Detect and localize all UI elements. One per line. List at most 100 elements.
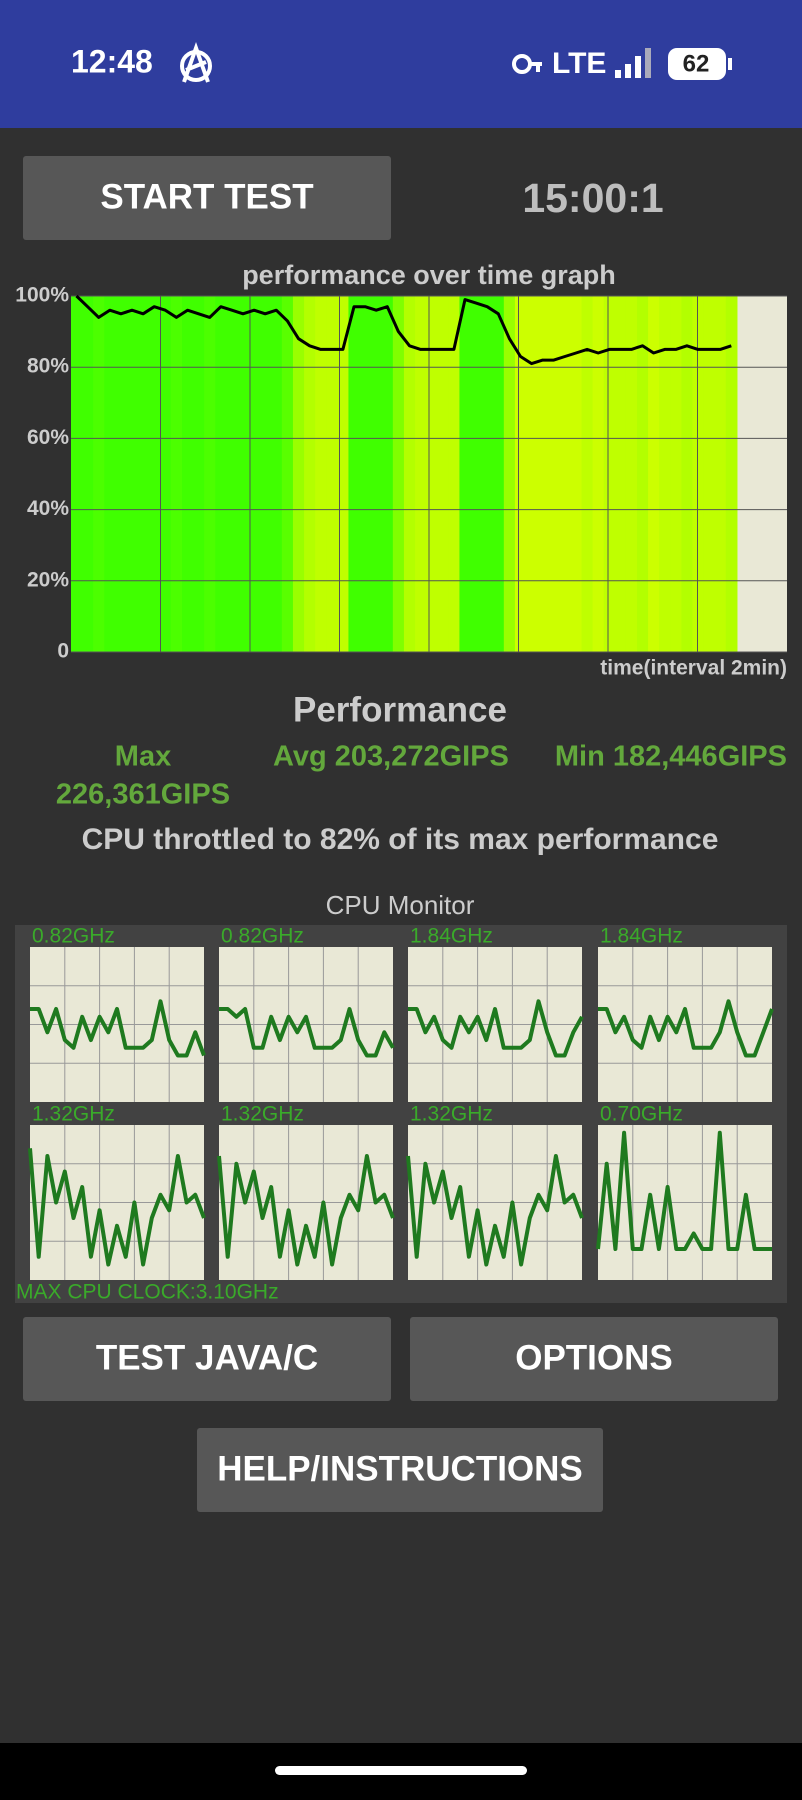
y-tick-label: 100% — [15, 284, 69, 307]
x-axis-label: time(interval 2min) — [600, 657, 787, 680]
signal-icon — [615, 48, 651, 78]
performance-strip — [104, 296, 116, 652]
performance-strip — [82, 296, 94, 652]
min-value: Min 182,446GIPS — [555, 741, 787, 773]
timer: 15:00:1 — [522, 175, 663, 221]
performance-strip — [281, 296, 294, 652]
help-label: HELP/INSTRUCTIONS — [217, 1449, 583, 1488]
performance-strip — [359, 296, 372, 652]
core-usage-line — [28, 1148, 206, 1267]
performance-strip — [403, 296, 416, 652]
performance-strip — [636, 296, 649, 652]
core-graphs: 0.82GHz 0.82GHz 1.84GHz 1.84GHz 1.32GHz 1.32G… — [28, 925, 774, 1280]
start-test-button[interactable] — [23, 156, 391, 240]
clock: 12:48 — [71, 43, 153, 79]
battery-tip — [728, 58, 732, 70]
performance-strip — [559, 296, 572, 652]
performance-strip — [292, 296, 305, 652]
performance-strip — [237, 296, 250, 652]
core-usage-line — [596, 1130, 772, 1251]
test-java-button[interactable] — [23, 1317, 391, 1401]
test-java-label: TEST JAVA/C — [96, 1338, 318, 1377]
performance-heading: Performance — [293, 690, 507, 729]
start-test-label: START TEST — [100, 177, 313, 216]
performance-strip — [470, 296, 483, 652]
y-tick-label: 0 — [57, 640, 69, 663]
performance-strip — [548, 296, 560, 652]
performance-strip — [448, 296, 461, 652]
chart-title: performance over time graph — [242, 260, 616, 290]
performance-strip — [459, 296, 472, 652]
options-button[interactable] — [410, 1317, 778, 1401]
performance-strip — [337, 296, 350, 652]
performance-strip — [659, 296, 671, 652]
performance-strip — [181, 296, 194, 652]
core-frequency: 0.70GHz — [600, 1103, 683, 1126]
performance-strip — [226, 296, 239, 652]
performance-strip — [270, 296, 283, 652]
performance-strip — [526, 296, 538, 652]
performance-strip — [581, 296, 594, 652]
battery-icon — [668, 48, 726, 80]
performance-strip — [426, 296, 438, 652]
y-tick-label: 80% — [27, 355, 69, 378]
performance-strip — [137, 296, 150, 652]
performance-strip — [126, 296, 139, 652]
performance-line — [75, 294, 732, 366]
performance-strip — [392, 296, 405, 652]
performance-strip — [248, 296, 261, 652]
core-frequency: 0.82GHz — [221, 925, 304, 948]
performance-strip — [437, 296, 449, 652]
core-usage-line — [598, 999, 774, 1058]
core-usage-line — [219, 1007, 395, 1058]
max-label: Max — [115, 741, 171, 773]
performance-strip — [259, 296, 272, 652]
cpu-monitor-title: CPU Monitor — [326, 890, 475, 920]
core-usage-line — [406, 1154, 584, 1267]
options-label: OPTIONS — [515, 1338, 673, 1377]
performance-strip — [115, 296, 128, 652]
max-cpu-clock: MAX CPU CLOCK:3.10GHz — [16, 1281, 279, 1304]
y-tick-label: 20% — [27, 568, 69, 591]
performance-strip — [503, 296, 516, 652]
avg-value: Avg 203,272GIPS — [273, 741, 509, 773]
app-icon — [180, 41, 212, 83]
performance-strip — [326, 296, 338, 652]
performance-strip — [159, 296, 172, 652]
performance-strip — [603, 296, 616, 652]
performance-strip — [648, 296, 660, 652]
performance-strip — [714, 296, 727, 652]
performance-strip — [148, 296, 161, 652]
performance-strip — [614, 296, 627, 652]
performance-strip — [681, 296, 694, 652]
core-usage-line — [30, 999, 206, 1058]
performance-strip — [204, 296, 216, 652]
performance-strip — [170, 296, 183, 652]
performance-strip — [537, 296, 549, 652]
performance-strip — [348, 296, 361, 652]
performance-strip — [370, 296, 383, 652]
performance-strip — [71, 296, 83, 652]
network-type: LTE — [552, 47, 606, 80]
performance-strip — [592, 296, 605, 652]
performance-strip — [381, 296, 394, 652]
performance-strip — [514, 296, 527, 652]
core-frequency: 1.84GHz — [410, 925, 493, 948]
performance-strip — [315, 296, 327, 652]
performance-strip — [570, 296, 583, 652]
core-usage-line — [408, 999, 584, 1058]
performance-strip — [625, 296, 638, 652]
core-frequency: 0.82GHz — [32, 925, 115, 948]
home-indicator[interactable] — [275, 1766, 527, 1775]
key-icon — [512, 54, 542, 74]
performance-strip — [93, 296, 105, 652]
core-frequency: 1.32GHz — [221, 1103, 304, 1126]
core-usage-line — [217, 1154, 395, 1267]
help-button[interactable] — [197, 1428, 603, 1512]
y-tick-label: 60% — [27, 426, 69, 449]
performance-strip — [304, 296, 316, 652]
y-tick-label: 40% — [27, 497, 69, 520]
performance-strip — [670, 296, 682, 652]
